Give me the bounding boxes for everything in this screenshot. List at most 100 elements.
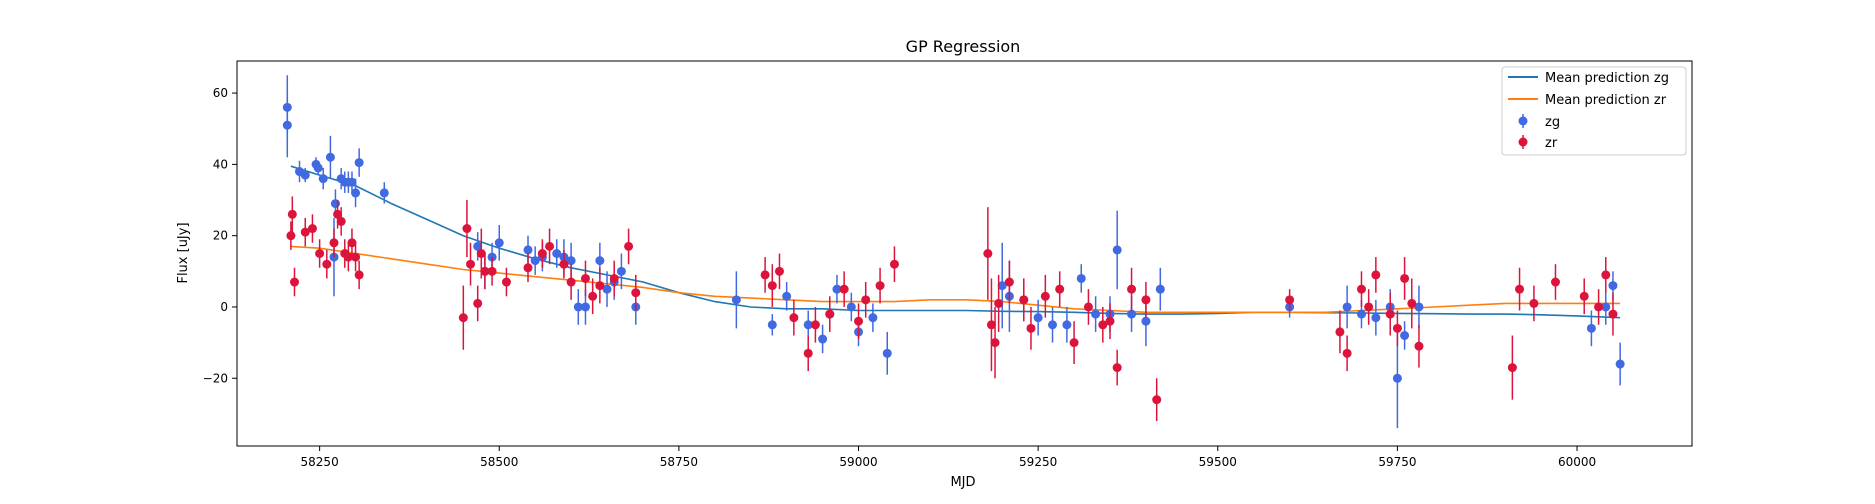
data-point-zg [846,292,856,322]
marker-zr [1285,295,1295,305]
data-point-zr [1550,264,1560,300]
axis-ticks: 58250 58500 58750 59000 59250 59500 59750 60000… [203,86,1596,469]
x-tick-label: 60000 [1558,455,1596,469]
data-point-zg [1615,342,1625,386]
data-point-zr [300,217,310,247]
data-point-zg [782,282,792,311]
data-point-zg [803,310,813,340]
marker-zr [1127,284,1137,294]
data-point-zr [588,278,598,315]
y-tick-label: 60 [213,86,228,100]
data-point-zr [462,200,472,258]
data-point-zg [282,93,292,158]
marker-zr [1356,284,1366,294]
data-point-zg [767,314,777,336]
data-point-zg [1062,306,1072,343]
data-point-zg [818,324,828,354]
data-point-zr [1371,257,1381,293]
data-point-zr [351,242,361,272]
marker-zr [1055,284,1065,294]
marker-zr [1594,302,1604,312]
marker-zr [343,252,353,262]
legend-label-zg-line: Mean prediction zg [1545,71,1669,86]
marker-zg [997,281,1007,291]
marker-zr [1105,316,1115,326]
data-point-zr [1507,335,1517,400]
marker-zr [854,316,864,326]
marker-zr [990,338,1000,348]
data-point-zr [287,196,297,233]
data-point-zr [1515,267,1525,311]
marker-zr [473,298,483,308]
data-point-zg [494,224,504,261]
chart-title: GP Regression [906,37,1021,56]
marker-zr [1098,320,1108,330]
y-tick-label: 20 [213,229,228,243]
marker-zr [1392,323,1402,333]
data-point-zr [803,335,813,372]
data-point-zr [1069,321,1079,365]
data-point-zr [1098,306,1108,343]
data-point-zr [990,306,1000,379]
marker-zr [1364,302,1374,312]
marker-zr [354,270,364,280]
marker-zr [889,259,899,269]
data-point-zr [1004,260,1014,304]
marker-zg [1091,309,1101,319]
marker-zr [336,216,346,226]
data-point-zg [1033,299,1043,336]
marker-zg [1400,330,1410,340]
data-point-zr [1026,306,1036,350]
marker-zr [545,241,555,251]
data-point-zr [1608,292,1618,336]
marker-zg [1414,302,1424,312]
data-point-zr [1105,303,1115,340]
marker-zr [1550,277,1560,287]
data-point-zr [1364,289,1374,325]
data-point-zg [731,271,741,329]
data-point-zg [832,274,842,304]
data-point-zr [315,239,325,268]
marker-zg [818,334,828,344]
marker-zg [1048,320,1058,330]
legend-swatch-zr-marker [1518,137,1528,147]
data-point-zg [379,182,389,204]
marker-zr [839,284,849,294]
marker-zg [1127,309,1137,319]
data-point-zr [1127,267,1137,311]
data-point-zr [1579,278,1589,315]
marker-zr [760,270,770,280]
data-point-zr [1055,271,1065,307]
data-point-zr [1040,274,1050,318]
marker-zg [803,320,813,330]
data-point-zg [552,239,562,268]
data-point-zg [347,171,357,193]
marker-zr [624,241,634,251]
data-point-zg [997,242,1007,329]
marker-zr [810,320,820,330]
data-point-zg [530,246,540,275]
marker-zr [631,288,641,298]
marker-zg [832,284,842,294]
marker-zg [1155,284,1165,294]
y-tick-label: 40 [213,157,228,171]
marker-zr [476,249,486,258]
marker-zr [609,273,619,283]
data-point-zr [631,274,641,311]
marker-zg [347,177,357,187]
marker-zr [580,273,590,283]
data-point-zr [1083,289,1093,325]
y-tick-label: 0 [220,300,228,314]
data-point-zg [1601,289,1611,325]
marker-zr [1407,298,1417,308]
marker-zr [1529,298,1539,308]
data-point-zg [325,135,335,179]
data-point-zg [616,253,626,290]
data-point-zr [501,267,511,297]
marker-zg [782,291,792,301]
marker-zg [282,120,292,130]
marker-zr [523,263,533,273]
marker-zr [351,252,361,262]
marker-zr [566,277,576,287]
